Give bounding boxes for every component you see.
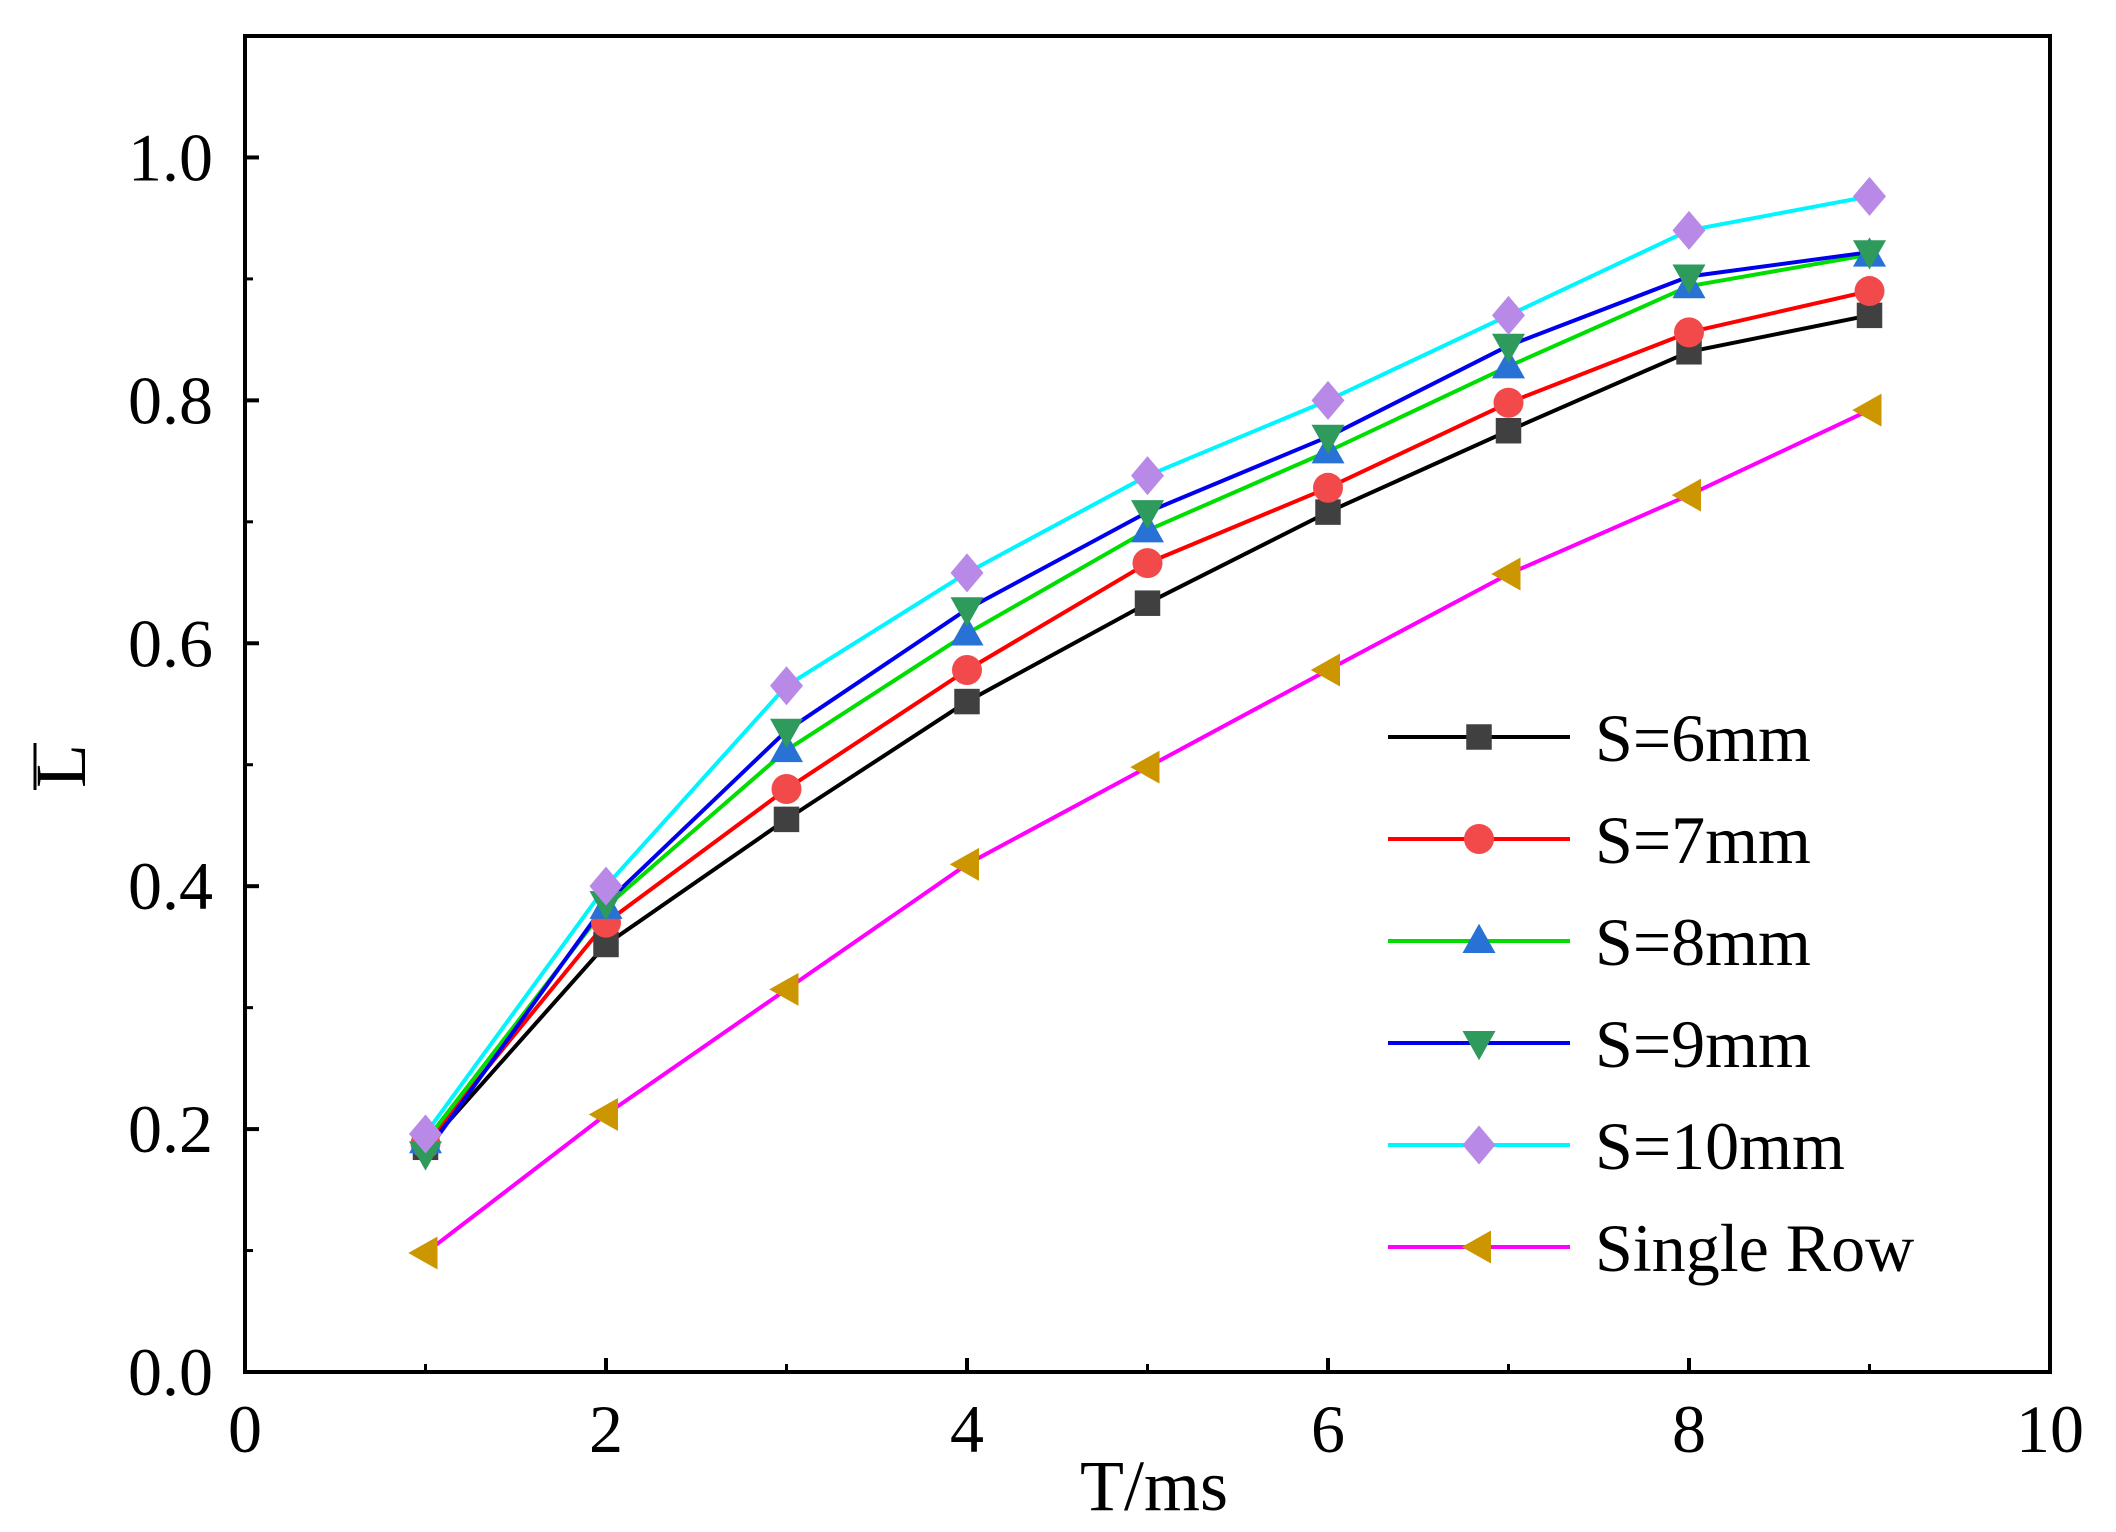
- data-point-s-8mm-x7: [1492, 349, 1525, 379]
- x-tick-label: 2: [589, 1391, 623, 1467]
- data-point-single-row-x2: [588, 1098, 618, 1132]
- data-point-s-9mm-x4: [950, 597, 984, 627]
- data-point-single-row-x5: [1130, 750, 1160, 784]
- data-point-s-9mm-x5: [1131, 500, 1164, 530]
- legend-entry-s-6mm: S=6mm: [1388, 700, 1811, 776]
- legend-entry-s-8mm: S=8mm: [1388, 904, 1811, 980]
- legend-marker: [1462, 1031, 1496, 1061]
- legend-marker: [1464, 824, 1494, 854]
- data-point-s-6mm-x7: [1495, 417, 1522, 444]
- data-point-s-10mm-x6: [1311, 380, 1345, 420]
- data-point-s-6mm-x3: [773, 806, 800, 833]
- data-point-s-9mm-x9: [1853, 240, 1886, 270]
- data-point-single-row-x6: [1310, 653, 1340, 687]
- legend: S=6mm S=7mm S=8mm S=9mm S=10mm Single Row: [1388, 700, 1914, 1286]
- data-point-s-7mm-x3: [771, 774, 802, 805]
- legend-entry-s-10mm: S=10mm: [1388, 1108, 1845, 1184]
- legend-entry-single-row: Single Row: [1388, 1210, 1914, 1286]
- data-point-single-row-x4: [949, 847, 979, 881]
- data-point-s-9mm-x6: [1311, 424, 1345, 455]
- legend-marker: [1461, 1230, 1491, 1264]
- data-point-s-7mm-x6: [1313, 472, 1343, 503]
- data-point-single-row-x1: [408, 1236, 438, 1270]
- data-point-s-10mm-x3: [770, 666, 803, 706]
- legend-label: S=10mm: [1595, 1108, 1845, 1184]
- data-point-s-9mm-x1: [409, 1141, 442, 1171]
- data-point-s-6mm-x6: [1315, 499, 1341, 525]
- legend-label: S=6mm: [1595, 700, 1811, 776]
- y-tick-label: 0.2: [128, 1091, 213, 1167]
- legend-marker: [1462, 923, 1496, 953]
- axes: 0 2 4 6 8 10 0.0 0.2 0.4 0.6 0.8 1.0: [128, 119, 2084, 1467]
- data-point-s-6mm-x5: [1134, 590, 1161, 616]
- data-point-s-10mm-x2: [589, 866, 623, 906]
- series-markers: [408, 176, 1886, 1270]
- y-tick-label: 0.6: [128, 605, 213, 681]
- data-point-single-row-x3: [769, 972, 799, 1006]
- data-point-s-10mm-x1: [409, 1114, 442, 1154]
- data-point-s-7mm-x9: [1854, 276, 1885, 307]
- y-tick-label: 0.8: [128, 362, 213, 438]
- y-axis-label-group: L: [21, 743, 101, 790]
- y-tick-label: 1.0: [128, 119, 213, 195]
- x-tick-label: 8: [1672, 1391, 1706, 1467]
- data-point-s-10mm-x5: [1131, 456, 1164, 496]
- x-axis-label: T/ms: [1080, 1446, 1228, 1526]
- data-point-s-10mm-x9: [1853, 176, 1886, 216]
- data-point-s-7mm-x8: [1674, 317, 1704, 348]
- legend-label: S=8mm: [1595, 904, 1811, 980]
- legend-label: S=9mm: [1595, 1006, 1811, 1082]
- x-tick-label: 4: [950, 1391, 984, 1467]
- data-point-s-9mm-x3: [770, 718, 803, 748]
- data-point-s-6mm-x4: [954, 688, 980, 715]
- data-point-single-row-x9: [1852, 393, 1882, 427]
- data-point-s-10mm-x8: [1672, 210, 1706, 250]
- data-point-single-row-x8: [1671, 478, 1701, 512]
- data-point-s-9mm-x7: [1492, 333, 1525, 363]
- x-tick-label: 6: [1311, 1391, 1345, 1467]
- data-point-single-row-x7: [1491, 557, 1521, 591]
- y-axis-label: L: [21, 744, 101, 788]
- data-point-s-7mm-x4: [952, 654, 982, 685]
- data-point-s-10mm-x4: [950, 553, 984, 593]
- data-point-s-8mm-x4: [950, 616, 984, 646]
- data-point-s-9mm-x8: [1672, 264, 1706, 294]
- legend-entry-s-7mm: S=7mm: [1388, 802, 1811, 878]
- legend-label: S=7mm: [1595, 802, 1811, 878]
- legend-marker: [1466, 724, 1492, 750]
- y-tick-label: 0.0: [128, 1334, 213, 1410]
- data-point-s-7mm-x7: [1493, 387, 1524, 418]
- data-point-s-10mm-x7: [1492, 295, 1525, 335]
- legend-entry-s-9mm: S=9mm: [1388, 1006, 1811, 1082]
- x-tick-label: 10: [2016, 1391, 2084, 1467]
- data-point-s-9mm-x2: [589, 891, 623, 921]
- data-point-s-7mm-x5: [1132, 548, 1163, 579]
- y-tick-label: 0.4: [128, 848, 213, 924]
- legend-marker: [1462, 1125, 1496, 1165]
- data-point-s-6mm-x9: [1856, 302, 1883, 329]
- legend-label: Single Row: [1595, 1210, 1914, 1286]
- x-tick-label: 0: [228, 1391, 262, 1467]
